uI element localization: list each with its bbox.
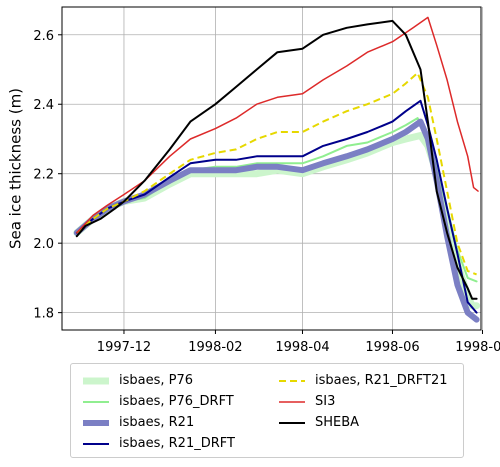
y-axis-ticks: 1.8 2.0 2.2 2.4 2.6	[33, 29, 62, 322]
y-tick-label: 2.4	[33, 98, 54, 113]
y-tick-label: 1.8	[33, 307, 54, 322]
y-tick-label: 2.0	[33, 237, 54, 252]
legend: isbaes, P76 isbaes, P76_DRFT isbaes, R21 is…	[70, 363, 464, 458]
legend-swatch	[83, 419, 109, 426]
legend-label: isbaes, R21_DRFT21	[315, 373, 448, 388]
legend-label: SI3	[315, 394, 336, 409]
x-tick-label: 1998-08	[455, 340, 500, 355]
x-tick-label: 1997-12	[97, 340, 151, 355]
x-axis-ticks: 1997-12 1998-02 1998-04 1998-06 1998-08	[97, 330, 500, 355]
legend-swatch	[279, 421, 305, 424]
x-tick-label: 1998-06	[365, 340, 419, 355]
legend-item: isbaes, R21_DRFT21	[277, 370, 448, 391]
legend-item: isbaes, R21_DRFT	[81, 433, 235, 454]
grid-lines	[62, 7, 483, 330]
legend-swatch	[83, 400, 109, 403]
legend-item: isbaes, P76	[81, 370, 235, 391]
legend-label: SHEBA	[315, 415, 360, 430]
sea-ice-thickness-chart: 1997-12 1998-02 1998-04 1998-06 1998-08 1.8 2…	[7, 6, 500, 355]
legend-swatch	[83, 442, 109, 445]
legend-label: isbaes, R21_DRFT	[119, 436, 235, 451]
x-tick-label: 1998-02	[188, 340, 242, 355]
series-line-5	[76, 72, 477, 276]
series-line-3	[73, 118, 480, 323]
data-series	[73, 16, 481, 323]
legend-swatch	[279, 379, 305, 382]
x-tick-label: 1998-04	[275, 340, 329, 355]
legend-item: isbaes, P76_DRFT	[81, 391, 235, 412]
legend-item: SI3	[277, 391, 448, 412]
legend-label: isbaes, R21	[119, 415, 195, 430]
series-line-4	[75, 99, 478, 314]
plot-frame	[61, 6, 482, 331]
series-line-7	[75, 19, 478, 300]
y-tick-label: 2.6	[33, 29, 54, 44]
legend-item: SHEBA	[277, 412, 448, 433]
legend-swatch	[279, 400, 305, 403]
legend-label: isbaes, P76	[119, 373, 194, 388]
y-tick-label: 2.2	[33, 168, 54, 183]
legend-item: isbaes, R21	[81, 412, 235, 433]
legend-swatch	[83, 377, 109, 384]
series-line-1	[73, 132, 481, 310]
legend-label: isbaes, P76_DRFT	[119, 394, 234, 409]
y-axis-label: Sea ice thickness (m)	[7, 88, 25, 249]
